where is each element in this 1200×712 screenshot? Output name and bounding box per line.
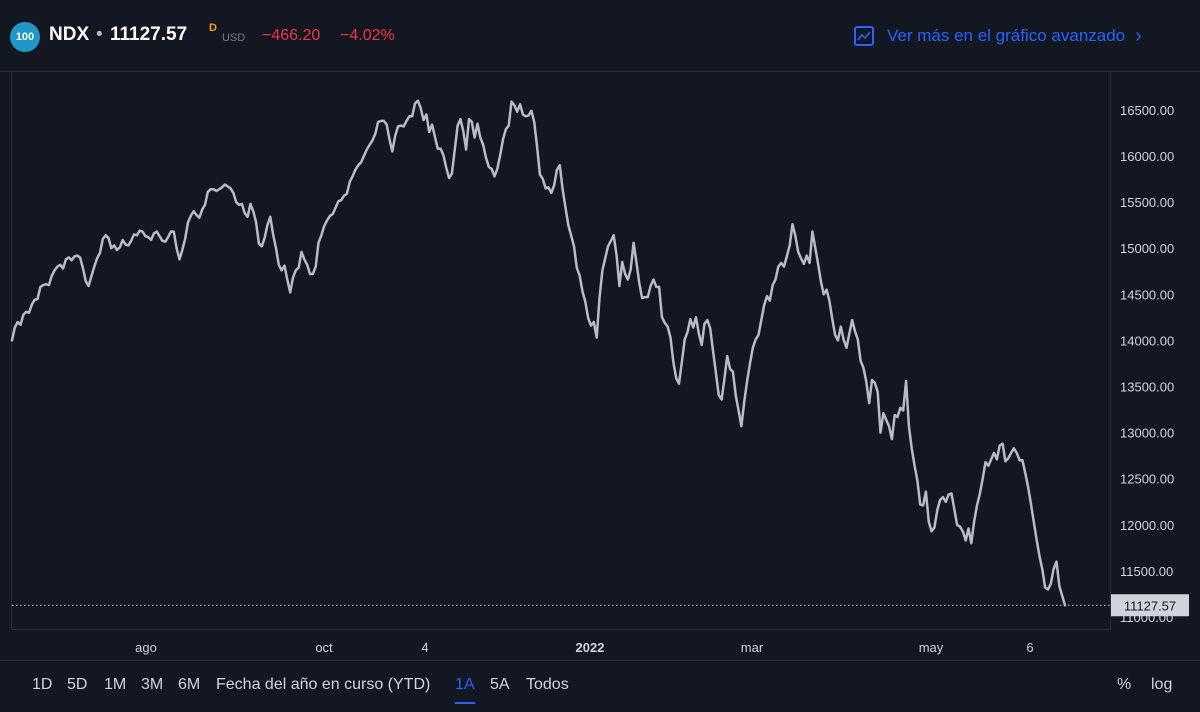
range-1m-button[interactable]: 1M: [104, 676, 127, 693]
y-tick-label: 14500.00: [1120, 287, 1174, 302]
range-5d-button[interactable]: 5D: [67, 676, 88, 693]
y-tick-label: 16500.00: [1120, 103, 1174, 118]
y-tick-label: 12000.00: [1120, 518, 1174, 533]
line-chart-icon: [854, 26, 874, 46]
price-change: −466.20: [262, 27, 321, 44]
x-tick-label: oct: [315, 640, 333, 655]
advanced-chart-label: Ver más en el gráfico avanzado: [887, 26, 1126, 45]
y-tick-label: 15000.00: [1120, 241, 1174, 256]
percent-scale-toggle[interactable]: %: [1117, 676, 1132, 693]
range-5a-button[interactable]: 5A: [490, 676, 510, 693]
x-tick-label: 4: [421, 640, 428, 655]
y-tick-label: 13500.00: [1120, 379, 1174, 394]
advanced-chart-link[interactable]: Ver más en el gráfico avanzado ›: [854, 22, 1142, 50]
y-tick-label: 16000.00: [1120, 149, 1174, 164]
symbol-name[interactable]: NDX: [49, 24, 90, 45]
nasdaq-100-logo: 100: [10, 22, 40, 52]
delayed-flag: D: [209, 22, 217, 34]
price-series-line: [10, 99, 1067, 607]
x-tick-label: may: [919, 640, 944, 655]
last-price-label: 11127.57: [1124, 598, 1176, 613]
range-all-button[interactable]: Todos: [526, 676, 569, 693]
y-tick-label: 11500.00: [1120, 564, 1173, 579]
range-1a-button[interactable]: 1A: [455, 676, 475, 704]
y-tick-label: 15500.00: [1120, 195, 1174, 210]
symbol-separator: •: [96, 24, 103, 45]
x-tick-label: 2022: [576, 640, 605, 655]
range-1d-button[interactable]: 1D: [32, 676, 53, 693]
range-ytd-button[interactable]: Fecha del año en curso (YTD): [216, 676, 431, 693]
currency-label: USD: [222, 32, 246, 44]
range-3m-button[interactable]: 3M: [141, 676, 164, 693]
range-6m-button[interactable]: 6M: [178, 676, 201, 693]
y-tick-label: 13000.00: [1120, 426, 1174, 441]
chart-pane[interactable]: [11, 72, 1111, 630]
range-toolbar: 1D 5D 1M 3M 6M Fecha del año en curso (Y…: [0, 660, 1200, 712]
log-scale-toggle[interactable]: log: [1151, 676, 1173, 693]
x-tick-label: mar: [741, 640, 764, 655]
y-tick-label: 12500.00: [1120, 472, 1174, 487]
x-tick-label: 6: [1026, 640, 1033, 655]
chevron-right-icon: ›: [1135, 24, 1142, 47]
last-price-label-box: [1111, 594, 1189, 617]
x-tick-label: ago: [135, 640, 157, 655]
price-change-percent: −4.02%: [340, 27, 395, 44]
last-price: 11127.57: [110, 24, 188, 45]
y-tick-label: 14000.00: [1120, 333, 1174, 348]
symbol-header: 100 NDX • 11127.57 D USD −466.20 −4.02% …: [0, 0, 1200, 72]
